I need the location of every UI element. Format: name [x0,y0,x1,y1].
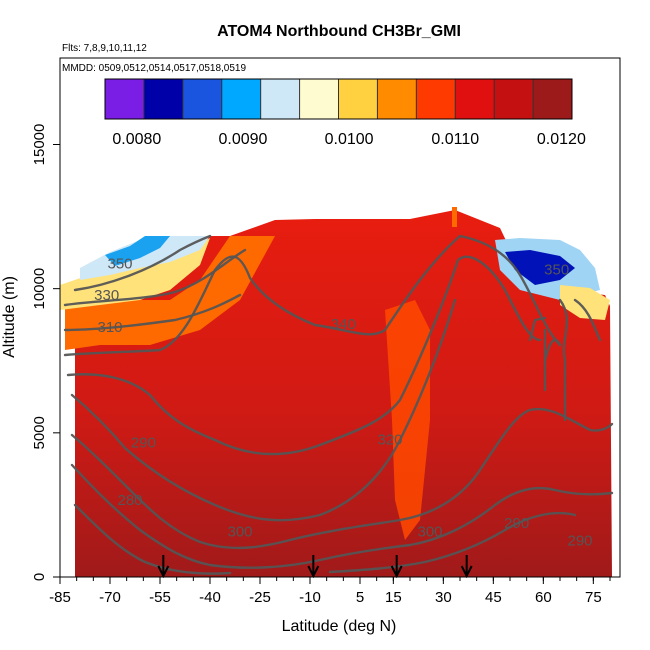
colorbar-tick-label: 0.0090 [219,131,268,148]
flight-markers [157,555,473,579]
colorbar-swatch [182,79,223,119]
marker-arrow-head [307,565,320,579]
colorbar-swatch [338,79,378,119]
contour-label: 320 [377,431,402,448]
contour-label: 330 [94,287,119,304]
heatmap-band-lightblue [80,236,210,280]
chart-title: ATOM4 Northbound CH3Br_GMI [217,23,461,40]
heatmap-field [60,207,612,577]
flights-label: Flts: 7,8,9,10,11,12 [62,43,147,54]
contour-label: 300 [417,524,442,541]
heatmap-patch-right-darkblue [505,250,575,285]
x-tick-label: -25 [249,589,271,606]
colorbar: 0.0080 0.0090 0.0100 0.0110 0.0120 [104,78,586,148]
x-axis-label: Latitude (deg N) [282,618,397,635]
contour-label: 290 [567,532,592,549]
y-tick-label: 0 [31,573,48,581]
y-tick-label: 5000 [31,416,48,449]
contour-label: 300 [227,524,252,541]
marker-arrow-head [390,565,403,579]
colorbar-frame [104,78,573,120]
x-axis: -85 -70 -55 -40 -25 -10 5 15 30 45 60 75 [49,576,620,606]
colorbar-swatch [299,79,339,119]
colorbar-swatch [416,79,456,119]
colorbar-tick-label: 0.0110 [431,131,479,148]
contour-label: 310 [97,319,122,336]
y-axis: 0 5000 10000 15000 [31,124,60,581]
x-tick-label: 75 [585,589,602,606]
heatmap-patch-right-yellow [560,285,610,320]
x-tick-label: -40 [199,589,221,606]
y-tick-label: 15000 [31,124,48,166]
x-tick-label: -70 [99,589,121,606]
colorbar-swatch [377,79,417,119]
y-axis-label: Altitude (m) [1,276,18,358]
x-tick-label: 5 [356,589,364,606]
x-tick-label: -55 [149,589,171,606]
contour-label: 340 [331,316,356,333]
contour-label: 350 [544,261,569,278]
colorbar-swatch [260,79,301,119]
colorbar-swatch [105,79,145,119]
x-tick-label: -10 [299,589,321,606]
colorbar-swatch [533,79,573,119]
heatmap-band-blue [105,236,170,266]
contour-lines [63,234,614,575]
marker-arrow-head [157,565,170,579]
colorbar-swatch [143,79,184,119]
contour-label: 280 [117,492,142,509]
marker-arrow-head [460,565,473,579]
colorbar-swatch [494,79,534,119]
colorbar-tick-label: 0.0120 [537,131,586,148]
colorbar-swatches [105,79,573,119]
x-tick-label: -85 [49,589,71,606]
y-tick-label: 10000 [31,268,48,310]
colorbar-ticks: 0.0080 0.0090 0.0100 0.0110 0.0120 [112,131,586,148]
x-tick-label: 60 [535,589,552,606]
contour-label: 290 [504,515,529,532]
x-tick-label: 45 [485,589,502,606]
colorbar-swatch [455,79,495,119]
colorbar-tick-label: 0.0100 [325,131,374,148]
colorbar-swatch [221,79,262,119]
colorbar-tick-label: 0.0080 [112,131,161,148]
x-tick-label: 15 [385,589,402,606]
contour-labels: 350 350 330 310 340 320 290 280 300 300 290 290 [94,255,592,549]
dates-label: MMDD: 0509,0512,0514,0517,0518,0519 [62,63,246,74]
heatmap-tower [452,207,457,227]
x-tick-label: 30 [435,589,452,606]
contour-label: 290 [131,434,156,451]
contour-label: 350 [107,255,132,272]
